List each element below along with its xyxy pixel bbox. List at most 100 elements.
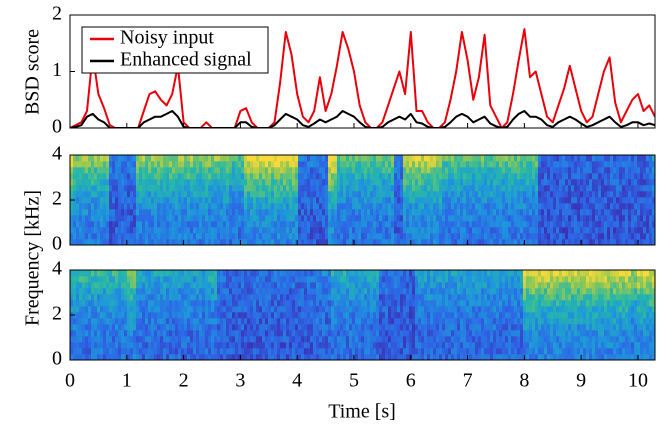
spectrogram-cell <box>373 173 376 179</box>
spectrogram-cell <box>97 161 100 167</box>
spectrogram-cell <box>649 215 652 221</box>
spectrogram-cell <box>637 215 640 221</box>
spectrogram-cell <box>79 191 82 197</box>
spectrogram-cell <box>379 312 382 318</box>
spectrogram-cell <box>178 318 181 324</box>
spectrogram-cell <box>139 336 142 342</box>
spectrogram-cell <box>274 282 277 288</box>
spectrogram-cell <box>463 155 466 161</box>
spectrogram-cell <box>148 324 151 330</box>
spectrogram-cell <box>445 282 448 288</box>
spectrogram-cell <box>139 288 142 294</box>
spectrogram-cell <box>370 155 373 161</box>
spectrogram-cell <box>352 288 355 294</box>
spectrogram-cell <box>430 306 433 312</box>
spectrogram-cell <box>550 197 553 203</box>
y-axis-label: Frequency [kHz] <box>22 190 44 326</box>
spectrogram-cell <box>649 155 652 161</box>
spectrogram-cell <box>475 209 478 215</box>
spectrogram-cell <box>298 191 301 197</box>
spectrogram-cell <box>628 179 631 185</box>
spectrogram-cell <box>121 354 124 360</box>
spectrogram-cell <box>316 185 319 191</box>
spectrogram-cell <box>73 221 76 227</box>
spectrogram-cell <box>322 209 325 215</box>
spectrogram-cell <box>574 197 577 203</box>
spectrogram-cell <box>379 209 382 215</box>
spectrogram-cell <box>76 203 79 209</box>
spectrogram-cell <box>595 239 598 245</box>
spectrogram-cell <box>223 330 226 336</box>
spectrogram-cell <box>139 191 142 197</box>
spectrogram-cell <box>529 233 532 239</box>
spectrogram-cell <box>139 324 142 330</box>
spectrogram-cell <box>598 155 601 161</box>
spectrogram-cell <box>127 330 130 336</box>
spectrogram-cell <box>382 282 385 288</box>
spectrogram-cell <box>91 233 94 239</box>
spectrogram-cell <box>511 227 514 233</box>
spectrogram-cell <box>136 209 139 215</box>
spectrogram-cell <box>187 342 190 348</box>
spectrogram-cell <box>460 282 463 288</box>
spectrogram-cell <box>271 239 274 245</box>
spectrogram-cell <box>106 155 109 161</box>
spectrogram-cell <box>499 215 502 221</box>
spectrogram-cell <box>448 191 451 197</box>
spectrogram-cell <box>505 233 508 239</box>
spectrogram-cell <box>451 330 454 336</box>
spectrogram-cell <box>607 221 610 227</box>
spectrogram-cell <box>343 318 346 324</box>
y-tick-label: 2 <box>52 188 62 210</box>
spectrogram-cell <box>199 330 202 336</box>
spectrogram-cell <box>79 221 82 227</box>
spectrogram-cell <box>151 300 154 306</box>
spectrogram-cell <box>262 191 265 197</box>
spectrogram-cell <box>559 227 562 233</box>
spectrogram-cell <box>640 179 643 185</box>
spectrogram-cell <box>613 185 616 191</box>
spectrogram-cell <box>448 294 451 300</box>
spectrogram-cell <box>400 227 403 233</box>
spectrogram-cell <box>187 312 190 318</box>
spectrogram-cell <box>268 318 271 324</box>
spectrogram-cell <box>82 191 85 197</box>
spectrogram-cell <box>538 173 541 179</box>
spectrogram-cell <box>421 197 424 203</box>
spectrogram-cell <box>247 294 250 300</box>
spectrogram-cell <box>226 161 229 167</box>
spectrogram-cell <box>409 336 412 342</box>
spectrogram-cell <box>112 179 115 185</box>
spectrogram-cell <box>349 270 352 276</box>
spectrogram-cell <box>112 161 115 167</box>
spectrogram-cell <box>388 270 391 276</box>
spectrogram-cell <box>253 203 256 209</box>
spectrogram-cell <box>289 330 292 336</box>
spectrogram-cell <box>460 197 463 203</box>
spectrogram-cell <box>127 300 130 306</box>
spectrogram-cell <box>328 185 331 191</box>
spectrogram-cell <box>424 300 427 306</box>
spectrogram-cell <box>202 155 205 161</box>
spectrogram-cell <box>322 294 325 300</box>
spectrogram-cell <box>454 330 457 336</box>
spectrogram-cell <box>628 167 631 173</box>
spectrogram-cell <box>547 161 550 167</box>
spectrogram-cell <box>226 324 229 330</box>
spectrogram-cell <box>277 306 280 312</box>
spectrogram-cell <box>538 215 541 221</box>
spectrogram-cell <box>259 324 262 330</box>
spectrogram-cell <box>103 239 106 245</box>
spectrogram-cell <box>631 155 634 161</box>
spectrogram-cell <box>331 155 334 161</box>
spectrogram-cell <box>424 203 427 209</box>
spectrogram-cell <box>580 179 583 185</box>
spectrogram-cell <box>73 318 76 324</box>
spectrogram-cell <box>328 197 331 203</box>
spectrogram-cell <box>454 318 457 324</box>
spectrogram-cell <box>607 167 610 173</box>
spectrogram-cell <box>223 179 226 185</box>
spectrogram-cell <box>388 209 391 215</box>
spectrogram-cell <box>613 173 616 179</box>
spectrogram-cell <box>160 300 163 306</box>
